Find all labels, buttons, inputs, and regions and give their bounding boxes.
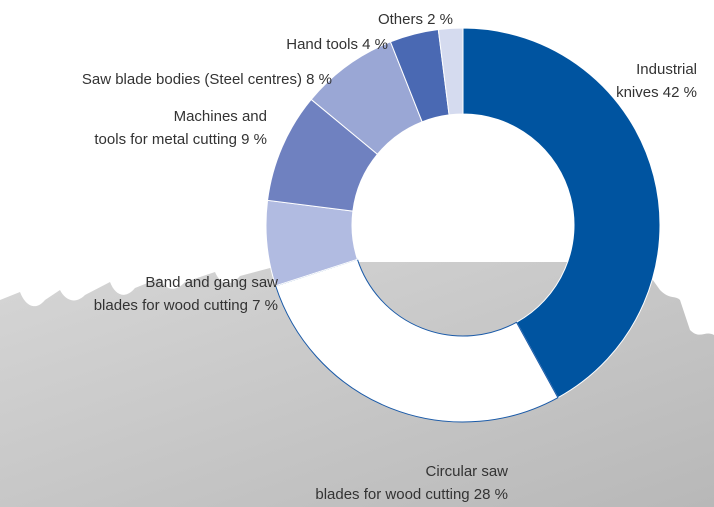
donut-segment <box>462 27 661 399</box>
segment-label: Saw blade bodies (Steel centres) 8 % <box>82 68 332 91</box>
category-label: Band and gang saw blades for wood cuttin… <box>93 274 278 314</box>
segment-label: Others 2 % <box>378 8 453 31</box>
value-label: 7 % <box>252 297 278 314</box>
segment-label: Band and gang saw blades for wood cuttin… <box>94 271 278 317</box>
category-label: Industrial knives <box>616 61 697 101</box>
donut-segment <box>275 258 559 423</box>
category-label: Hand tools <box>286 36 358 53</box>
value-label: 4 % <box>362 36 388 53</box>
value-label: 42 % <box>662 84 697 101</box>
segment-label: Circular saw blades for wood cutting 28 … <box>315 460 508 506</box>
category-label: Others <box>377 11 423 28</box>
segment-label: Industrial knives 42 % <box>616 58 697 104</box>
value-label: 9 % <box>241 131 267 148</box>
value-label: 28 % <box>473 486 508 503</box>
category-label: Circular saw blades for wood cutting <box>315 463 508 503</box>
segment-label: Hand tools 4 % <box>286 33 388 56</box>
category-label: Saw blade bodies (Steel centres) <box>81 71 302 88</box>
segment-label: Machines and tools for metal cutting 9 % <box>94 105 267 151</box>
donut-segment <box>437 27 464 116</box>
value-label: 8 % <box>306 71 332 88</box>
value-label: 2 % <box>427 11 453 28</box>
category-label: Machines and tools for metal cutting <box>94 108 267 148</box>
